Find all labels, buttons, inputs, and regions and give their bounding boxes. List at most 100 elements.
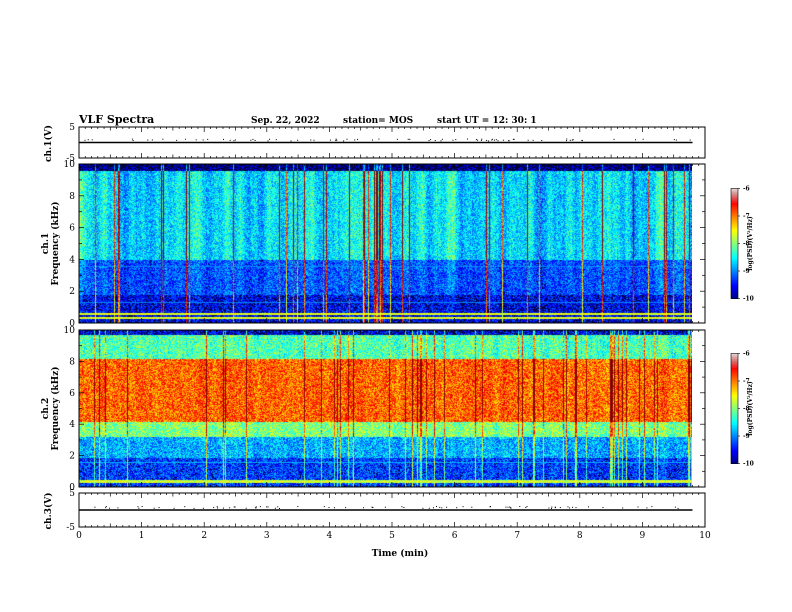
waveform-noise — [105, 507, 107, 509]
waveform-noise — [184, 506, 186, 508]
waveform-noise — [554, 506, 556, 508]
waveform-noise — [267, 140, 269, 142]
colorbar-segment — [731, 197, 738, 200]
waveform-noise — [491, 138, 493, 140]
waveform-noise — [428, 507, 430, 509]
colorbar-segment — [731, 212, 738, 215]
waveform-noise — [480, 139, 482, 141]
colorbar-segment — [731, 441, 738, 444]
waveform-noise — [440, 140, 442, 142]
waveform-noise — [147, 139, 149, 141]
waveform-noise — [622, 507, 624, 509]
colorbar-segment — [731, 406, 738, 409]
waveform-noise — [422, 507, 424, 509]
ch1-spectrogram-colorbar: -6 -7 -8 -9 -10 log(PSD)(V²/Hz) — [730, 186, 754, 303]
colorbar-segment — [731, 364, 738, 367]
waveform-noise — [117, 507, 119, 509]
colorbar-segment — [731, 241, 738, 244]
waveform-noise — [245, 507, 247, 509]
colorbar-segment — [731, 228, 738, 232]
waveform-noise — [384, 506, 386, 508]
waveform-noise — [255, 506, 257, 508]
colorbar-segment — [731, 254, 738, 257]
waveform-noise — [637, 506, 639, 508]
waveform-noise — [646, 507, 648, 509]
waveform-noise — [488, 140, 490, 142]
waveform-noise — [403, 506, 405, 508]
colorbar-tick-label: -10 — [743, 461, 754, 468]
waveform-noise — [274, 507, 276, 509]
colorbar-segment — [731, 285, 738, 288]
waveform-noise — [439, 506, 441, 508]
waveform-noise — [401, 506, 403, 508]
waveform-noise — [491, 139, 493, 141]
waveform-noise — [575, 507, 577, 509]
colorbar-segment — [731, 384, 738, 387]
waveform-noise — [581, 139, 583, 141]
colorbar-segment — [731, 252, 738, 255]
colorbar-segment — [731, 386, 738, 389]
waveform-noise — [434, 140, 436, 142]
y-tick-label: -5 — [66, 154, 75, 164]
colorbar-segment — [731, 461, 738, 464]
waveform-noise — [510, 507, 512, 509]
waveform-noise — [328, 507, 330, 509]
colorbar-segment — [731, 417, 738, 420]
y-tick-label: 6 — [69, 389, 75, 399]
colorbar-segment — [731, 458, 738, 461]
colorbar-segment — [731, 359, 738, 362]
colorbar-segment — [731, 415, 738, 419]
x-tick-label: 0 — [76, 531, 82, 541]
colorbar-segment — [731, 426, 738, 430]
colorbar-segment — [731, 234, 738, 237]
waveform-noise — [277, 506, 279, 508]
colorbar-segment — [731, 393, 738, 397]
colorbar-tick-label: -7 — [743, 213, 750, 220]
colorbar-tick-label: -9 — [743, 433, 750, 440]
waveform-noise — [162, 138, 164, 140]
waveform-noise — [297, 506, 299, 508]
waveform-noise — [566, 140, 568, 142]
waveform-noise — [541, 140, 543, 142]
colorbar-segment — [731, 232, 738, 235]
waveform-noise — [490, 506, 492, 508]
waveform-noise — [467, 138, 469, 140]
x-tick-label: 10 — [699, 531, 711, 541]
colorbar-segment — [731, 377, 738, 380]
x-axis-label: Time (min) — [372, 548, 429, 559]
colorbar-segment — [731, 289, 738, 292]
colorbar-segment — [731, 205, 738, 208]
y-tick-label: 8 — [69, 192, 75, 202]
waveform-noise — [527, 139, 529, 141]
x-tick-label: 7 — [514, 531, 520, 541]
colorbar-segment — [731, 379, 738, 382]
colorbar-segment — [731, 381, 738, 384]
colorbar-segment — [731, 392, 738, 395]
waveform-noise — [554, 507, 556, 509]
colorbar-segment — [731, 217, 738, 221]
waveform-noise — [323, 506, 325, 508]
waveform-noise — [345, 507, 347, 509]
colorbar-segment — [731, 445, 738, 448]
waveform-noise — [588, 506, 590, 508]
waveform-noise — [105, 506, 107, 508]
colorbar-segment — [731, 227, 738, 230]
waveform-noise — [569, 507, 571, 509]
waveform-noise — [566, 138, 568, 140]
waveform-noise — [108, 507, 110, 509]
colorbar-segment — [731, 195, 738, 199]
figure-title: VLF Spectra — [78, 113, 154, 126]
colorbar-segment — [731, 412, 738, 415]
waveform-noise — [497, 140, 499, 142]
waveform-noise — [409, 138, 411, 140]
x-tick-label: 3 — [264, 531, 270, 541]
waveform-noise — [551, 507, 553, 509]
waveform-noise — [452, 139, 454, 141]
waveform-noise — [335, 140, 337, 142]
colorbar-tick-label: -8 — [743, 406, 750, 413]
colorbar-segment — [731, 283, 738, 287]
waveform-noise — [313, 139, 315, 141]
waveform-noise — [333, 507, 335, 509]
colorbar-segment — [731, 245, 738, 248]
waveform-noise — [222, 507, 224, 509]
